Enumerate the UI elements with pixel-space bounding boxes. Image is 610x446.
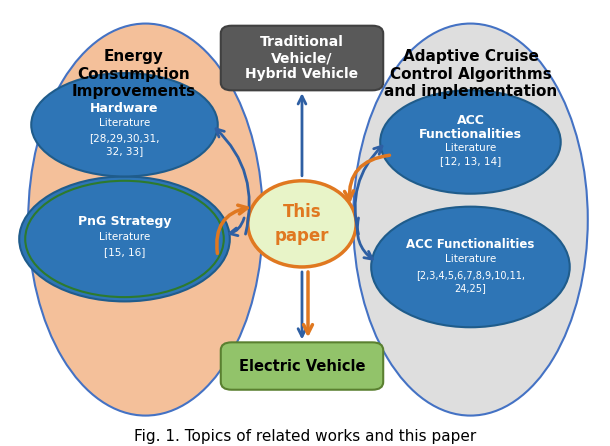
Text: paper: paper — [274, 227, 329, 245]
Text: [28,29,30,31,: [28,29,30,31, — [89, 133, 160, 143]
Text: 24,25]: 24,25] — [454, 284, 486, 293]
Text: This: This — [282, 203, 321, 221]
Text: [2,3,4,5,6,7,8,9,10,11,: [2,3,4,5,6,7,8,9,10,11, — [416, 270, 525, 280]
Text: [15, 16]: [15, 16] — [104, 247, 145, 257]
Ellipse shape — [353, 24, 588, 416]
Ellipse shape — [19, 177, 230, 301]
Text: Traditional
Vehicle/
Hybrid Vehicle: Traditional Vehicle/ Hybrid Vehicle — [245, 35, 359, 81]
Text: PnG Strategy: PnG Strategy — [77, 215, 171, 228]
Text: Functionalities: Functionalities — [419, 128, 522, 141]
Text: Fig. 1. Topics of related works and this paper: Fig. 1. Topics of related works and this… — [134, 429, 476, 444]
Text: Energy
Consumption
Improvements: Energy Consumption Improvements — [71, 50, 196, 99]
Text: Literature: Literature — [99, 232, 150, 242]
Text: ACC Functionalities: ACC Functionalities — [406, 238, 534, 251]
Ellipse shape — [380, 91, 561, 194]
Ellipse shape — [31, 73, 218, 177]
Text: ACC: ACC — [456, 114, 484, 127]
Text: 32, 33]: 32, 33] — [106, 146, 143, 156]
Text: Hardware: Hardware — [90, 102, 159, 115]
Text: Adaptive Cruise
Control Algorithms
and implementation: Adaptive Cruise Control Algorithms and i… — [384, 50, 557, 99]
Ellipse shape — [248, 181, 356, 267]
FancyBboxPatch shape — [221, 343, 383, 390]
Text: Literature: Literature — [99, 118, 150, 128]
FancyBboxPatch shape — [221, 26, 383, 91]
Ellipse shape — [28, 24, 263, 416]
Text: [12, 13, 14]: [12, 13, 14] — [440, 157, 501, 166]
Ellipse shape — [371, 206, 570, 327]
Text: Literature: Literature — [445, 144, 496, 153]
Text: Electric Vehicle: Electric Vehicle — [239, 359, 365, 374]
Text: Literature: Literature — [445, 254, 496, 264]
